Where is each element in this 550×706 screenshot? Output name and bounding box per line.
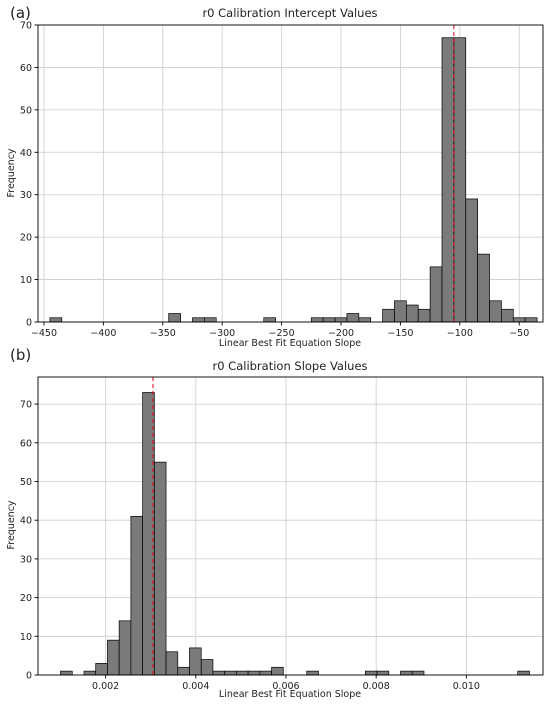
x-tick-label-a: −250 xyxy=(269,328,295,339)
histogram-bar-b xyxy=(271,666,284,676)
histogram-bar-a xyxy=(429,266,443,323)
y-tick-label-b: 20 xyxy=(20,593,32,604)
x-tick-label-b: 0.010 xyxy=(453,681,480,692)
y-tick-label-a: 50 xyxy=(20,105,32,116)
y-tick-label-b: 50 xyxy=(20,477,32,488)
y-tick-label-a: 70 xyxy=(20,21,32,32)
x-tick-label-a: −450 xyxy=(31,328,57,339)
histogram-bar-b xyxy=(259,670,272,676)
histogram-bar-b xyxy=(189,647,202,676)
histogram-bar-a xyxy=(417,308,431,323)
histogram-bar-b xyxy=(400,670,413,676)
histogram-bar-b xyxy=(60,670,73,676)
plot-area-a: −450 −400 −350 −300 −250 −200 −150 −100 −50 0 10 20… xyxy=(20,21,544,339)
histogram-bar-b xyxy=(306,670,319,676)
histogram-bar-b xyxy=(118,620,132,676)
y-tick-label-a: 20 xyxy=(20,233,32,244)
histogram-bar-a xyxy=(441,37,455,323)
histogram-bar-b xyxy=(130,515,143,676)
histogram-bar-b xyxy=(212,670,226,676)
histogram-bar-a xyxy=(382,308,395,323)
y-tick-label-b: 70 xyxy=(20,400,32,411)
histogram-bar-a xyxy=(406,304,419,323)
y-tick-label-a: 40 xyxy=(20,148,32,159)
histogram-bar-a xyxy=(49,317,63,323)
histogram-bar-b xyxy=(517,670,530,676)
x-tick-label-a: −150 xyxy=(387,328,413,339)
y-tick-label-a: 60 xyxy=(20,63,32,74)
histogram-bar-b xyxy=(165,651,179,676)
histogram-bar-a xyxy=(489,300,502,323)
y-axis-label-a: Frequency xyxy=(6,148,17,197)
histogram-bar-b xyxy=(177,666,190,676)
y-tick-label-b: 0 xyxy=(26,671,32,682)
histogram-bar-a xyxy=(322,317,336,323)
histogram-bar-a xyxy=(192,317,205,323)
x-tick-label-b: 0.004 xyxy=(182,681,209,692)
x-tick-label-a: −50 xyxy=(509,328,529,339)
histogram-bar-b xyxy=(200,659,214,676)
histogram-bar-a xyxy=(501,308,514,323)
histogram-bar-b xyxy=(95,663,108,676)
histogram-bar-a xyxy=(453,37,467,323)
histogram-bar-a xyxy=(477,253,490,323)
x-tick-label-b: 0.008 xyxy=(363,681,390,692)
y-tick-label-a: 10 xyxy=(20,275,32,286)
histogram-bar-b xyxy=(236,670,249,676)
y-tick-label-b: 10 xyxy=(20,632,32,643)
histogram-bar-a xyxy=(465,198,478,323)
x-tick-label-b: 0.006 xyxy=(272,681,299,692)
panel-label-b: (b) xyxy=(10,346,31,364)
y-tick-label-b: 30 xyxy=(20,554,32,565)
axes-frame-b xyxy=(37,376,544,676)
histogram-bar-b xyxy=(224,670,237,676)
x-tick-label-a: −200 xyxy=(328,328,354,339)
histogram-bar-b xyxy=(364,670,378,676)
chart-title-a: r0 Calibration Intercept Values xyxy=(202,6,377,20)
histogram-bar-b xyxy=(376,670,390,676)
y-tick-label-a: 0 xyxy=(26,318,32,329)
histogram-bar-a xyxy=(512,317,526,323)
histogram-bar-a xyxy=(346,313,360,323)
histogram-bar-b xyxy=(107,639,120,676)
plot-area-b: 0.002 0.004 0.006 0.008 0.010 0 10 20 30 40 50 60 70 xyxy=(20,376,544,692)
histogram-bar-b xyxy=(83,670,97,676)
x-tick-label-a: −400 xyxy=(90,328,116,339)
chart-title-b: r0 Calibration Slope Values xyxy=(212,359,367,373)
x-tick-label-b: 0.002 xyxy=(92,681,119,692)
x-axis-label-a: Linear Best Fit Equation Slope xyxy=(219,338,361,349)
histogram-bar-a xyxy=(524,317,538,323)
histogram-bar-b xyxy=(153,461,167,676)
x-tick-label-a: −350 xyxy=(150,328,176,339)
histogram-bar-a xyxy=(394,300,407,323)
x-axis-label-b: Linear Best Fit Equation Slope xyxy=(219,689,361,700)
y-tick-label-b: 60 xyxy=(20,438,32,449)
histogram-bar-a xyxy=(204,317,217,323)
x-tick-label-a: −100 xyxy=(447,328,473,339)
histogram-bar-a xyxy=(334,317,348,323)
histogram-bar-b xyxy=(411,670,425,676)
histogram-bar-b xyxy=(247,670,261,676)
histogram-bar-a xyxy=(310,317,324,323)
y-tick-label-a: 30 xyxy=(20,190,32,201)
y-tick-label-b: 40 xyxy=(20,516,32,527)
axes-frame-a xyxy=(37,24,544,323)
panel-label-a: (a) xyxy=(10,4,31,22)
x-tick-label-a: −300 xyxy=(209,328,235,339)
y-axis-label-b: Frequency xyxy=(6,500,17,549)
histogram-bar-a xyxy=(263,317,276,323)
histogram-bar-a xyxy=(168,313,181,323)
histogram-bar-a xyxy=(358,317,372,323)
